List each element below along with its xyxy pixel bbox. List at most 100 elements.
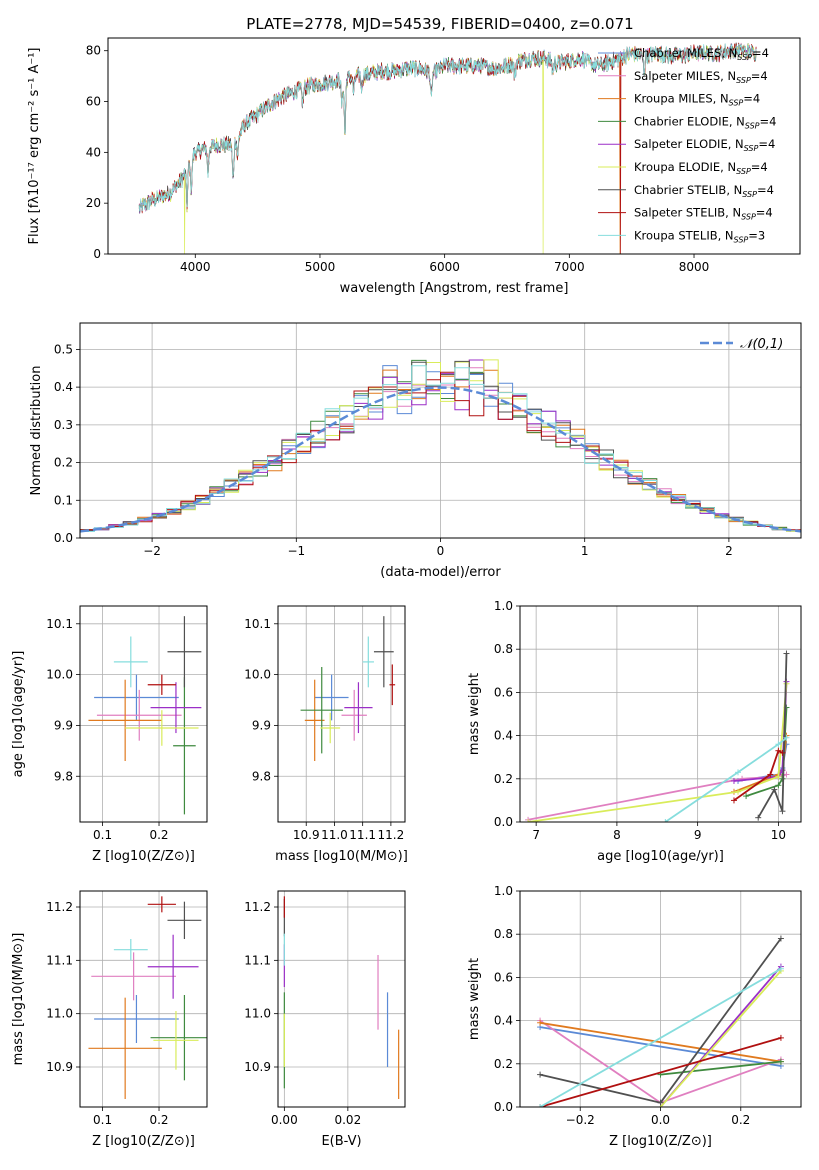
x-tick-label: 11.0	[321, 828, 348, 842]
grid	[80, 891, 207, 1107]
weight-line-kroupa-miles	[539, 1021, 782, 1063]
grid	[520, 605, 801, 823]
y-tick-label: 9.8	[54, 769, 73, 783]
plot-area	[138, 42, 757, 254]
x-tick-label: 6000	[429, 260, 460, 274]
axes-frame	[79, 605, 208, 823]
weight-line-kroupa-stelib	[539, 968, 782, 1107]
ticks: 0.1 0.2 10.9 11.0 11.1 11.2	[46, 900, 168, 1127]
x-axis-label: (data-model)/error	[380, 565, 501, 580]
y-tick-label: 1.0	[494, 599, 513, 613]
y-tick-label: 0.4	[494, 729, 513, 743]
plot-area	[88, 896, 207, 1099]
y-tick-label: 0.4	[494, 1014, 513, 1028]
mass-age-panel: 10.9 11.0 11.1 11.2 9.8 9.9 10.0 10.1 mass [log1…	[244, 605, 408, 864]
x-tick-label: 0.00	[271, 1113, 298, 1127]
plot-area	[88, 616, 202, 815]
y-tick-label: 80	[86, 44, 101, 58]
y-tick-label: 10.0	[46, 668, 73, 682]
y-tick-label: 20	[86, 196, 101, 210]
plot-area	[300, 616, 396, 762]
y-axis-label: Normed distribution	[29, 366, 44, 496]
axes-frame	[277, 890, 406, 1108]
x-tick-label: 7	[532, 828, 540, 842]
y-tick-label: 0	[93, 247, 101, 261]
spectrum-legend: Chabrier MILES, NSSP=4 Salpeter MILES, NS…	[598, 46, 776, 244]
y-tick-label: 10.0	[244, 668, 271, 682]
y-tick-label: 0.2	[54, 456, 73, 470]
y-tick-label: 0.0	[494, 815, 513, 829]
x-tick-label: 1	[581, 544, 589, 558]
x-tick-label: 0.0	[651, 1113, 670, 1127]
x-tick-label: 0.1	[93, 828, 112, 842]
legend-label: Kroupa STELIB, NSSP=3	[634, 228, 765, 244]
legend-label: Chabrier ELODIE, NSSP=4	[634, 114, 776, 130]
x-axis-label: Z [log10(Z/Z⊙)]	[609, 1134, 712, 1149]
residuals-panel: −2 −1 0 1 2 0.0 0.1 0.2 0.3 0.4 0.5 (data-model)/er…	[29, 322, 802, 580]
y-tick-label: 9.8	[252, 769, 271, 783]
x-tick-label: −2	[143, 544, 161, 558]
y-tick-label: 0.8	[494, 642, 513, 656]
age-weight-panel: 7 8 9 10 0.0 0.2 0.4 0.6 0.8 1.0 age [log10(age/yr…	[467, 599, 802, 864]
y-axis-label: age [log10(age/yr)]	[11, 651, 26, 778]
legend-label: Chabrier STELIB, NSSP=4	[634, 183, 774, 199]
y-tick-label: 0.0	[54, 531, 73, 545]
x-tick-label: −0.2	[566, 1113, 595, 1127]
axes-frame	[79, 890, 208, 1108]
spectrum-panel: 4000 5000 6000 7000 8000 0 20 40 60 80 wavelength …	[27, 37, 801, 296]
y-tick-label: 9.9	[54, 718, 73, 732]
x-tick-label: 11.1	[349, 828, 376, 842]
x-tick-label: 5000	[305, 260, 336, 274]
legend-label: Salpeter MILES, NSSP=4	[634, 69, 768, 85]
plot-area	[80, 359, 801, 534]
weight-line-chabrier-elodie	[660, 1060, 781, 1076]
y-tick-label: 0.2	[494, 772, 513, 786]
x-tick-label: 0.2	[149, 1113, 168, 1127]
x-tick-label: 0.2	[731, 1113, 750, 1127]
y-tick-label: 9.9	[252, 718, 271, 732]
weight-line-salpeter-stelib	[733, 749, 783, 802]
x-axis-label: wavelength [Angstrom, rest frame]	[340, 281, 569, 296]
x-axis-label: Z [log10(Z/Z⊙)]	[92, 849, 195, 864]
y-tick-label: 10.9	[46, 1060, 73, 1074]
legend-label: Kroupa ELODIE, NSSP=4	[634, 160, 768, 176]
x-tick-label: 4000	[180, 260, 211, 274]
x-tick-label: 8000	[679, 260, 710, 274]
axes-frame	[107, 37, 801, 255]
ticks: 0.00 0.02 10.9 11.0 11.1 11.2	[244, 900, 361, 1127]
weight-line-chabrier-stelib	[757, 653, 788, 819]
y-tick-label: 0.6	[494, 970, 513, 984]
y-tick-label: 0.3	[54, 418, 73, 432]
weight-line-salpeter-stelib	[539, 1037, 782, 1107]
y-tick-label: 0.6	[494, 685, 513, 699]
legend-label: 𝒩(0,1)	[740, 337, 783, 352]
y-tick-label: 11.0	[244, 1007, 271, 1021]
weight-line-kroupa-elodie	[527, 683, 788, 822]
x-tick-label: 9	[694, 828, 702, 842]
plot-area	[283, 896, 400, 1099]
ticks: 4000 5000 6000 7000 8000 0 20 40 60 80	[86, 44, 710, 274]
grid	[278, 891, 405, 1107]
x-tick-label: 8	[613, 828, 621, 842]
x-axis-label: E(B-V)	[321, 1134, 361, 1149]
y-tick-label: 11.0	[46, 1007, 73, 1021]
x-tick-label: 10	[771, 828, 786, 842]
x-tick-label: 0	[437, 544, 445, 558]
legend-label: Salpeter STELIB, NSSP=4	[634, 206, 773, 222]
y-axis-label: mass [log10(M/M⊙)]	[11, 933, 26, 1066]
y-tick-label: 0.5	[54, 342, 73, 356]
legend-label: Chabrier MILES, NSSP=4	[634, 46, 769, 62]
x-tick-label: −1	[287, 544, 305, 558]
x-tick-label: 2	[725, 544, 733, 558]
y-tick-label: 0.4	[54, 380, 73, 394]
y-tick-label: 11.2	[46, 900, 73, 914]
weight-line-salpeter-miles	[527, 773, 787, 821]
y-tick-label: 60	[86, 95, 101, 109]
grid	[80, 606, 207, 822]
y-tick-label: 0.0	[494, 1100, 513, 1114]
plot-area	[525, 650, 790, 822]
legend-label: Kroupa MILES, NSSP=4	[634, 92, 760, 108]
x-tick-label: 0.02	[334, 1113, 361, 1127]
y-tick-label: 11.1	[244, 953, 271, 967]
